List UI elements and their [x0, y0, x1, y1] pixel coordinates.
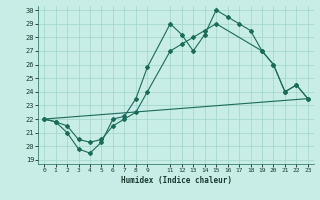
X-axis label: Humidex (Indice chaleur): Humidex (Indice chaleur) — [121, 176, 231, 185]
